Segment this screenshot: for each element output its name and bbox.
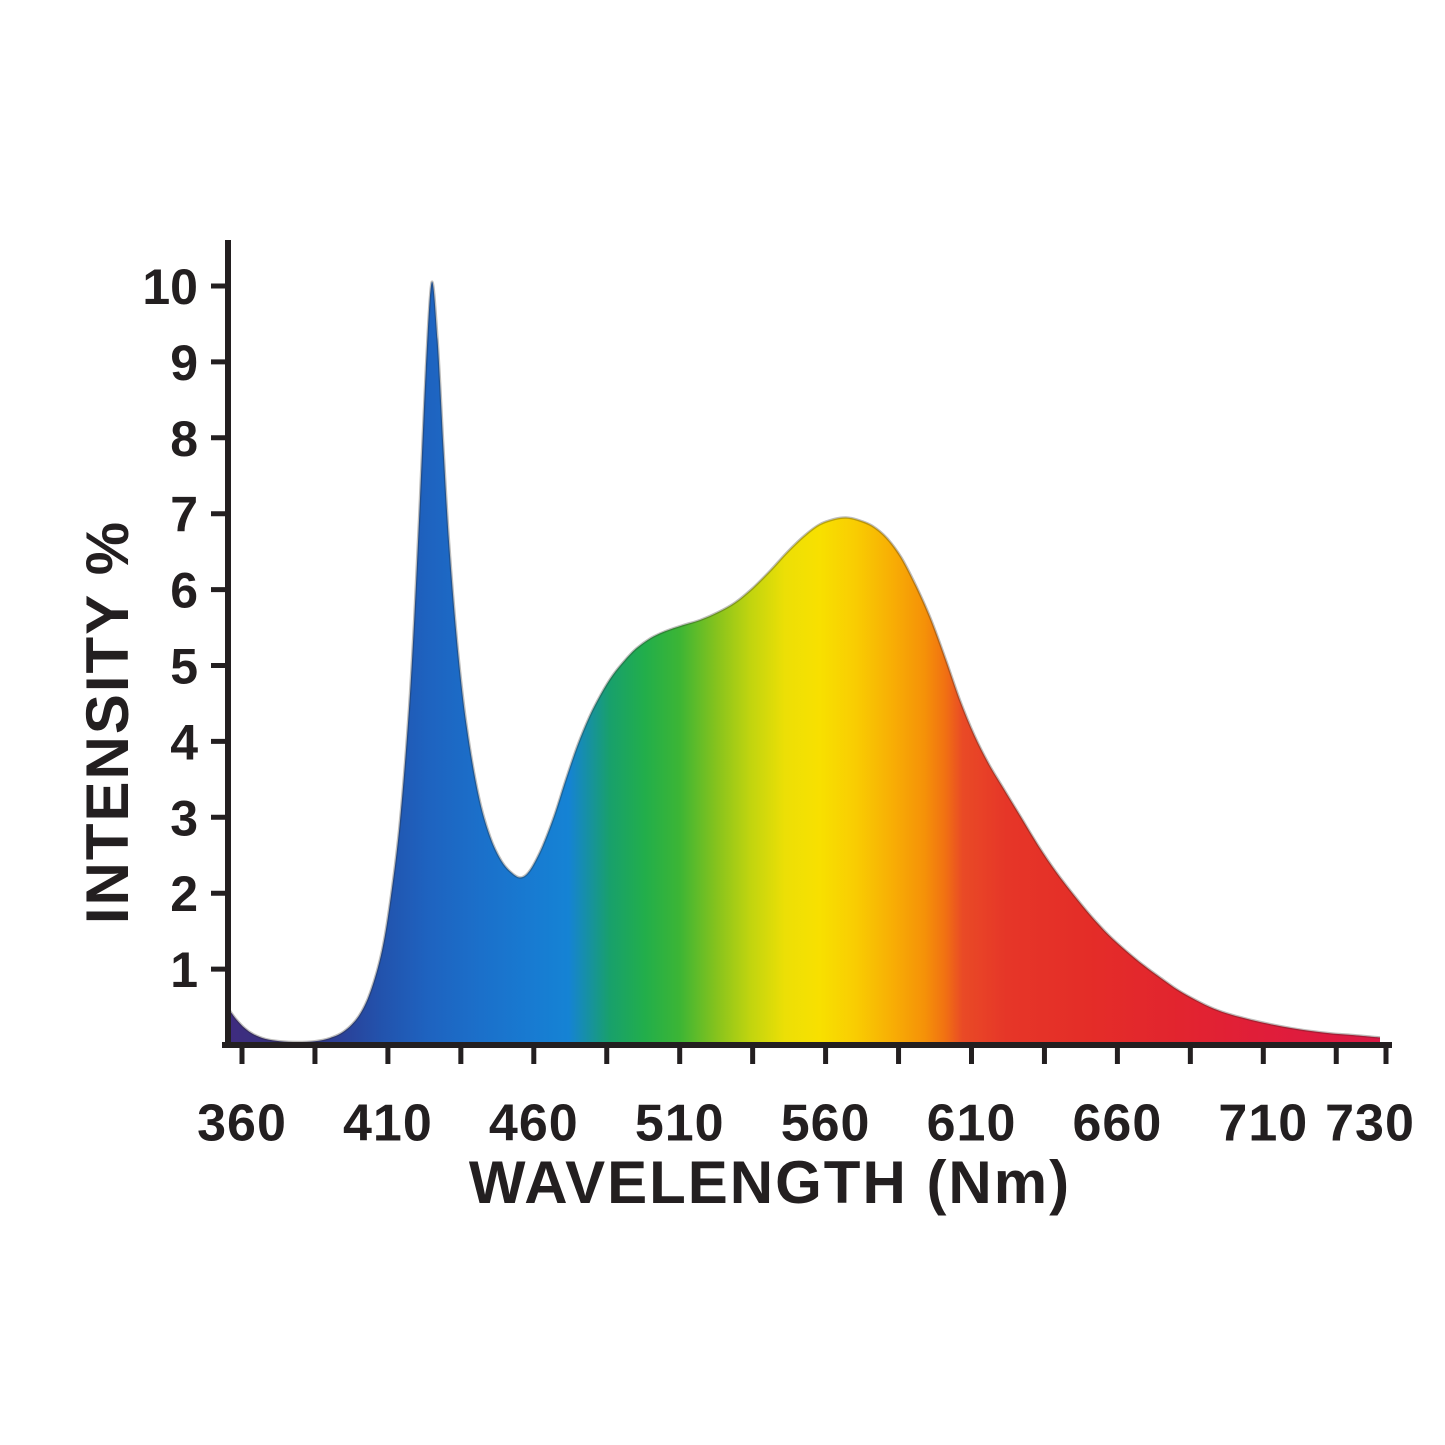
x-tick-label: 510 [635,1095,725,1153]
y-tick-label: 7 [170,487,198,543]
x-tick-label: 660 [1073,1095,1163,1153]
x-tick-label: 560 [781,1095,871,1153]
y-tick-label: 10 [142,259,198,315]
x-tick-label: 710 [1218,1095,1308,1153]
x-tick-label: 460 [489,1095,579,1153]
x-tick-label: 360 [197,1095,287,1153]
spectrum-area-layer [226,280,1381,1045]
x-tick-label: 410 [343,1095,433,1153]
spectrum-curve-edge [226,280,1381,1044]
x-tick-label: 610 [927,1095,1017,1153]
y-tick-label: 1 [170,942,198,998]
x-tick-label: 730 [1325,1095,1415,1153]
ticks-layer [211,283,1389,1064]
y-tick-label: 8 [170,411,198,467]
y-tick-label: 4 [170,714,198,770]
y-axis-title: INTENSITY % [74,520,141,924]
axes-layer [222,240,1392,1048]
y-tick-label: 5 [170,639,198,695]
tick-labels-layer: 1 2 3 4 5 6 7 8 9 10 360 410 460 510 560 610 660 710 730 [142,259,1415,1153]
spectrum-area [227,281,1380,1045]
y-tick-label: 3 [170,790,198,846]
y-tick-label: 2 [170,866,198,922]
y-tick-label: 6 [170,563,198,619]
y-tick-label: 9 [170,335,198,391]
x-axis-title: WAVELENGTH (Nm) [469,1149,1071,1216]
